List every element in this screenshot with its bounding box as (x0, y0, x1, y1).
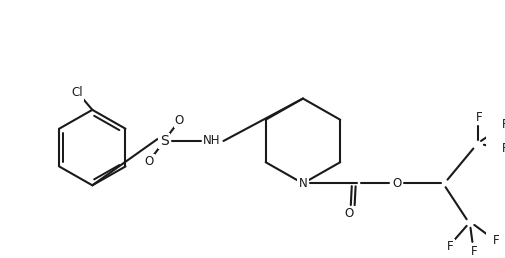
Text: O: O (391, 177, 400, 190)
Text: O: O (175, 114, 184, 127)
Text: NH: NH (203, 134, 220, 148)
Text: S: S (160, 134, 168, 148)
Text: O: O (343, 207, 353, 220)
Text: O: O (144, 155, 153, 168)
Text: N: N (298, 177, 307, 190)
Text: F: F (500, 142, 505, 155)
Text: F: F (475, 111, 481, 124)
Text: Cl: Cl (71, 86, 83, 99)
Text: F: F (470, 245, 477, 258)
Text: F: F (446, 240, 453, 253)
Text: F: F (500, 118, 505, 131)
Text: F: F (492, 233, 498, 246)
